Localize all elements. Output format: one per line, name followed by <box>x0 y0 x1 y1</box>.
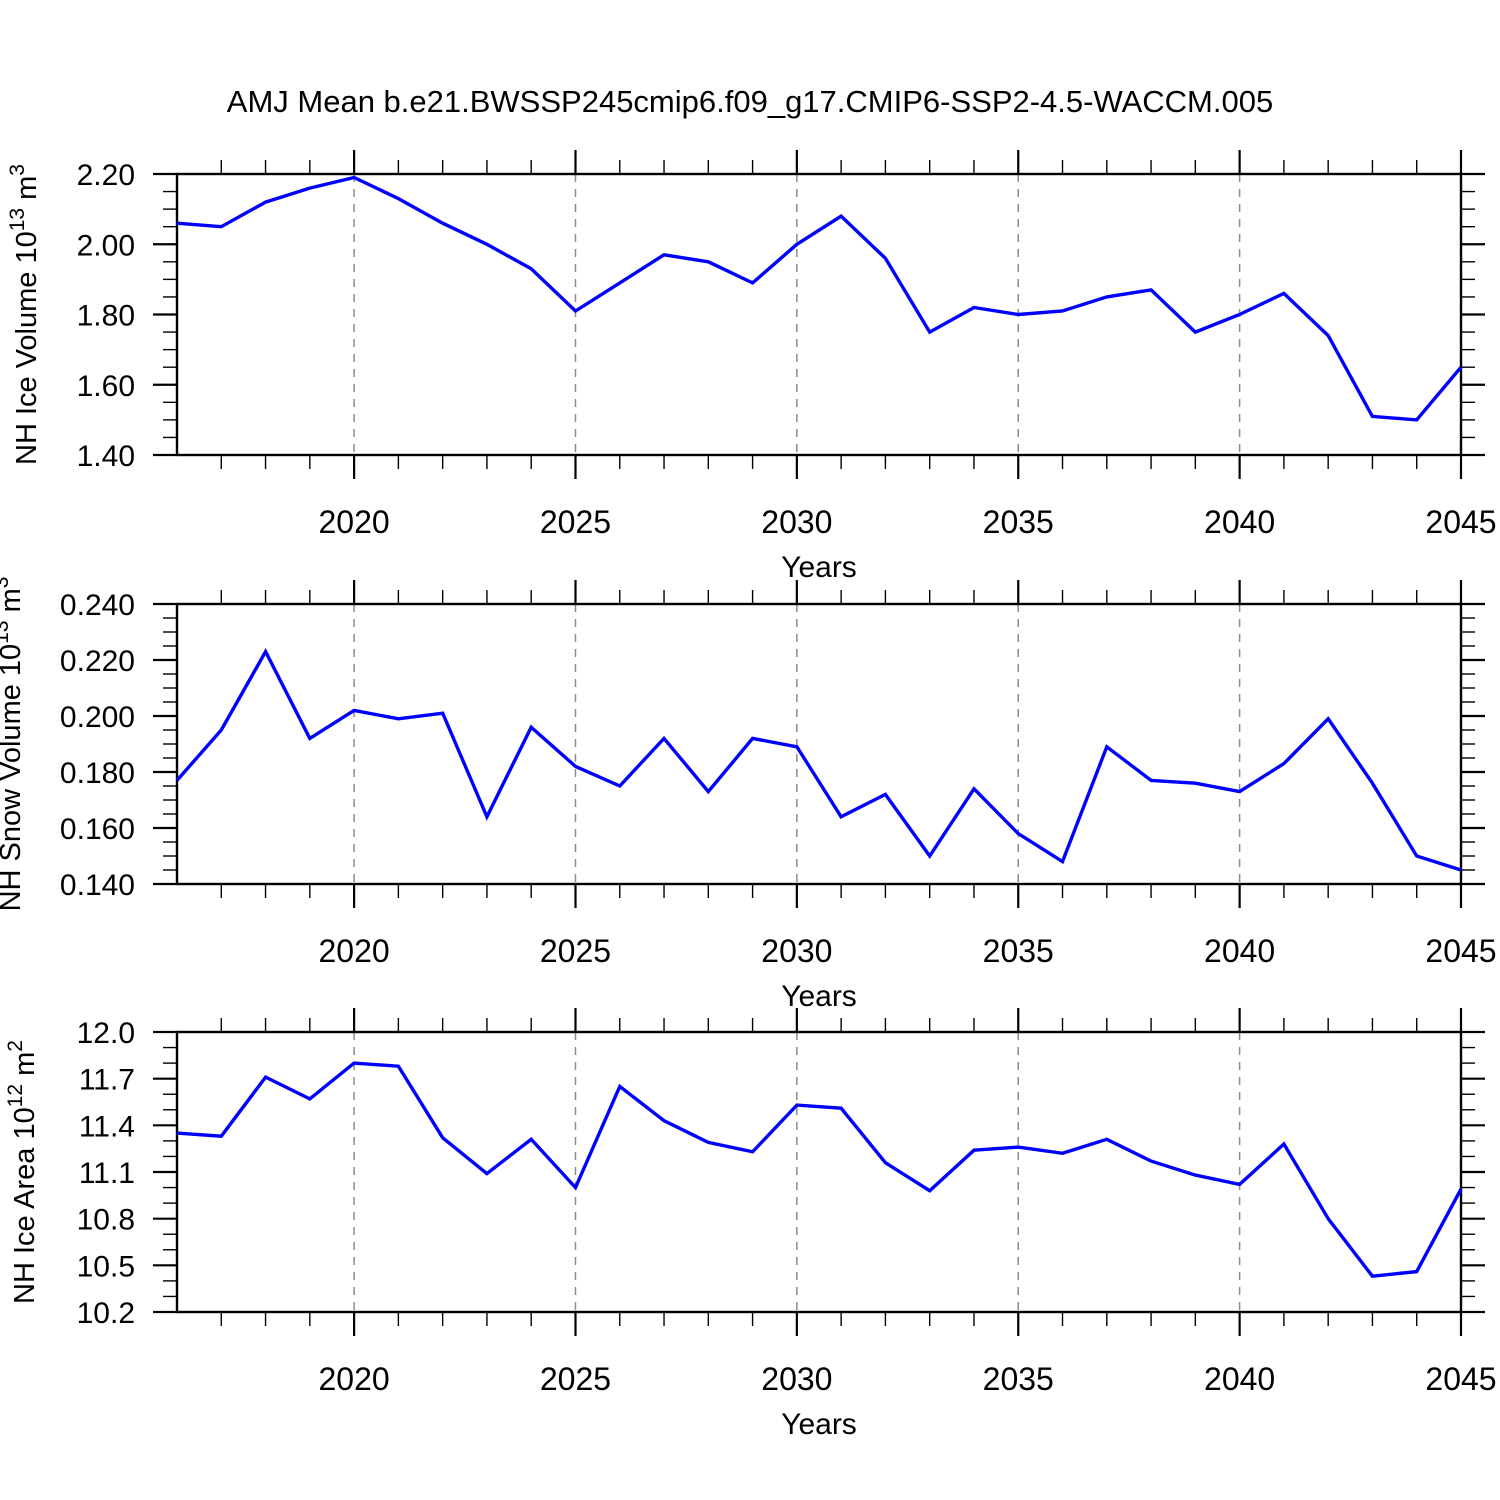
data-line-nh-snow-volume <box>175 648 1462 872</box>
y-tick-label: 0.220 <box>60 645 135 678</box>
x-axis-title: Years <box>781 551 857 584</box>
x-tick-label: 2040 <box>1204 1361 1275 1397</box>
x-tick-label: 2040 <box>1204 933 1275 969</box>
y-axis-title: NH Ice Area 1012 m2 <box>4 1040 41 1304</box>
y-tick-label: 10.8 <box>77 1204 135 1237</box>
y-tick-label: 11.7 <box>79 1064 135 1097</box>
x-tick-label: 2020 <box>319 933 390 969</box>
y-tick-label: 11.4 <box>79 1110 135 1143</box>
plot-frame <box>175 172 1463 457</box>
y-tick-label: 1.60 <box>77 370 135 403</box>
x-tick-label: 2025 <box>540 1361 611 1397</box>
y-tick-label: 12.0 <box>77 1017 135 1050</box>
x-axis-title: Years <box>781 1408 857 1441</box>
x-tick-label: 2030 <box>761 504 832 540</box>
chart-nh-ice-area: 10.2 10.5 10.8 11.1 11.4 11.7 12.0 2020 2025 2030… <box>4 1008 1497 1441</box>
y-tick-label: 10.2 <box>77 1297 135 1330</box>
y-tick-label: 2.00 <box>77 229 135 262</box>
chart-nh-ice-volume: 1.40 1.60 1.80 2.00 2.20 2020 2025 2030 2035 2040… <box>6 150 1497 584</box>
y-tick-label: 11.1 <box>79 1157 135 1190</box>
x-tick-label: 2030 <box>761 1361 832 1397</box>
x-tick-label: 2020 <box>319 504 390 540</box>
x-tick-label: 2035 <box>983 1361 1054 1397</box>
y-tick-label: 10.5 <box>77 1250 135 1283</box>
y-tick-label: 0.180 <box>60 757 135 790</box>
chart-title: AMJ Mean b.e21.BWSSP245cmip6.f09_g17.CMI… <box>226 84 1274 119</box>
y-axis-title: NH Snow Volume 1013 m3 <box>0 577 27 912</box>
x-tick-label: 2035 <box>983 504 1054 540</box>
y-tick-label: 1.80 <box>77 300 135 333</box>
y-tick-label: 0.160 <box>60 813 135 846</box>
x-tick-label: 2045 <box>1425 1361 1496 1397</box>
x-tick-label: 2040 <box>1204 504 1275 540</box>
plot-frame <box>175 602 1463 886</box>
y-tick-label: 0.240 <box>60 589 135 622</box>
y-axis-title: NH Ice Volume 1013 m3 <box>6 164 43 465</box>
y-tick-label: 0.200 <box>60 701 135 734</box>
y-tick-label: 2.20 <box>77 159 135 192</box>
y-tick-label: 0.140 <box>60 869 135 902</box>
x-tick-label: 2035 <box>983 933 1054 969</box>
x-tick-label: 2025 <box>540 504 611 540</box>
plot-frame <box>175 1030 1463 1314</box>
data-line-nh-ice-area <box>176 1061 1463 1278</box>
chart-nh-snow-volume: 0.140 0.160 0.180 0.200 0.220 0.240 2020 2025 20… <box>0 577 1497 1013</box>
x-tick-label: 2025 <box>540 933 611 969</box>
x-tick-label: 2045 <box>1425 933 1496 969</box>
y-tick-label: 1.40 <box>77 440 135 473</box>
x-axis-title: Years <box>781 980 857 1013</box>
x-tick-label: 2045 <box>1425 504 1496 540</box>
data-line-nh-ice-volume <box>176 175 1463 422</box>
x-tick-label: 2030 <box>761 933 832 969</box>
x-tick-label: 2020 <box>319 1361 390 1397</box>
